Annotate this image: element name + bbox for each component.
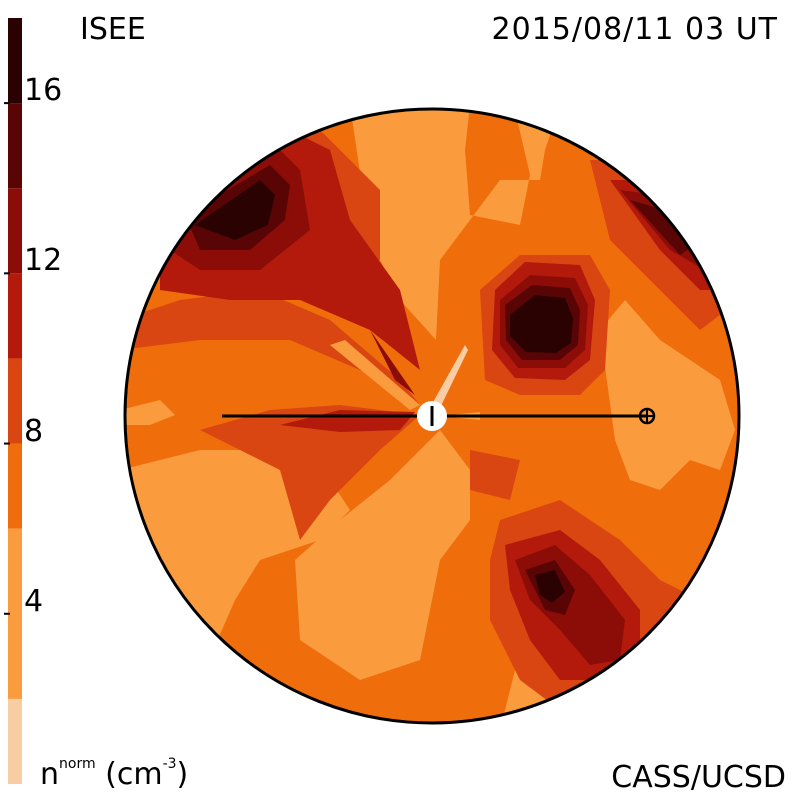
colorbar-segment [8, 698, 22, 784]
colorbar-tick-label: 16 [24, 73, 63, 109]
timestamp-label: 2015/08/11 03 UT [491, 12, 778, 47]
level-2-6-region [350, 109, 560, 340]
colorbar-segment [8, 358, 22, 444]
colorbar-segment [8, 188, 22, 274]
sun-marker [417, 401, 447, 431]
units-close: ) [176, 757, 189, 792]
level-2-6-region [600, 300, 735, 490]
colorbar-segment [8, 273, 22, 359]
colorbar-tick-label: 8 [24, 413, 44, 449]
colorbar [4, 18, 22, 784]
colorbar-segment [8, 528, 22, 699]
colorbar-segment [8, 443, 22, 529]
colorbar-segment [8, 18, 22, 104]
level-16-18-region [510, 295, 573, 353]
level-2-6-region [125, 400, 175, 425]
units-super: norm [59, 756, 96, 772]
level-16-18-region [535, 570, 565, 603]
level-2-6-region [295, 430, 470, 680]
earth-marker [638, 407, 656, 425]
colorbar-tick-label: 4 [24, 583, 44, 619]
units-exp: -3 [162, 756, 177, 772]
level-0-2-region [432, 345, 468, 408]
level-2-6-region [330, 340, 420, 410]
level-8-10-region [200, 405, 420, 540]
disk-outline [123, 107, 741, 725]
level-12-14-region [370, 330, 415, 395]
level-8-10-region [125, 290, 420, 405]
level-14-16-region [630, 200, 695, 255]
colorbar-tick-label: 12 [24, 243, 63, 279]
units-rest: (cm [95, 757, 163, 792]
colorbar-segment [8, 103, 22, 189]
level-16-18-region [195, 180, 275, 240]
units-label: nnorm (cm-3) [40, 756, 188, 792]
units-base: n [40, 757, 60, 792]
level-8-10-region [470, 450, 520, 500]
instrument-label: ISEE [80, 12, 146, 47]
credit-label: CASS/UCSD [611, 760, 786, 795]
